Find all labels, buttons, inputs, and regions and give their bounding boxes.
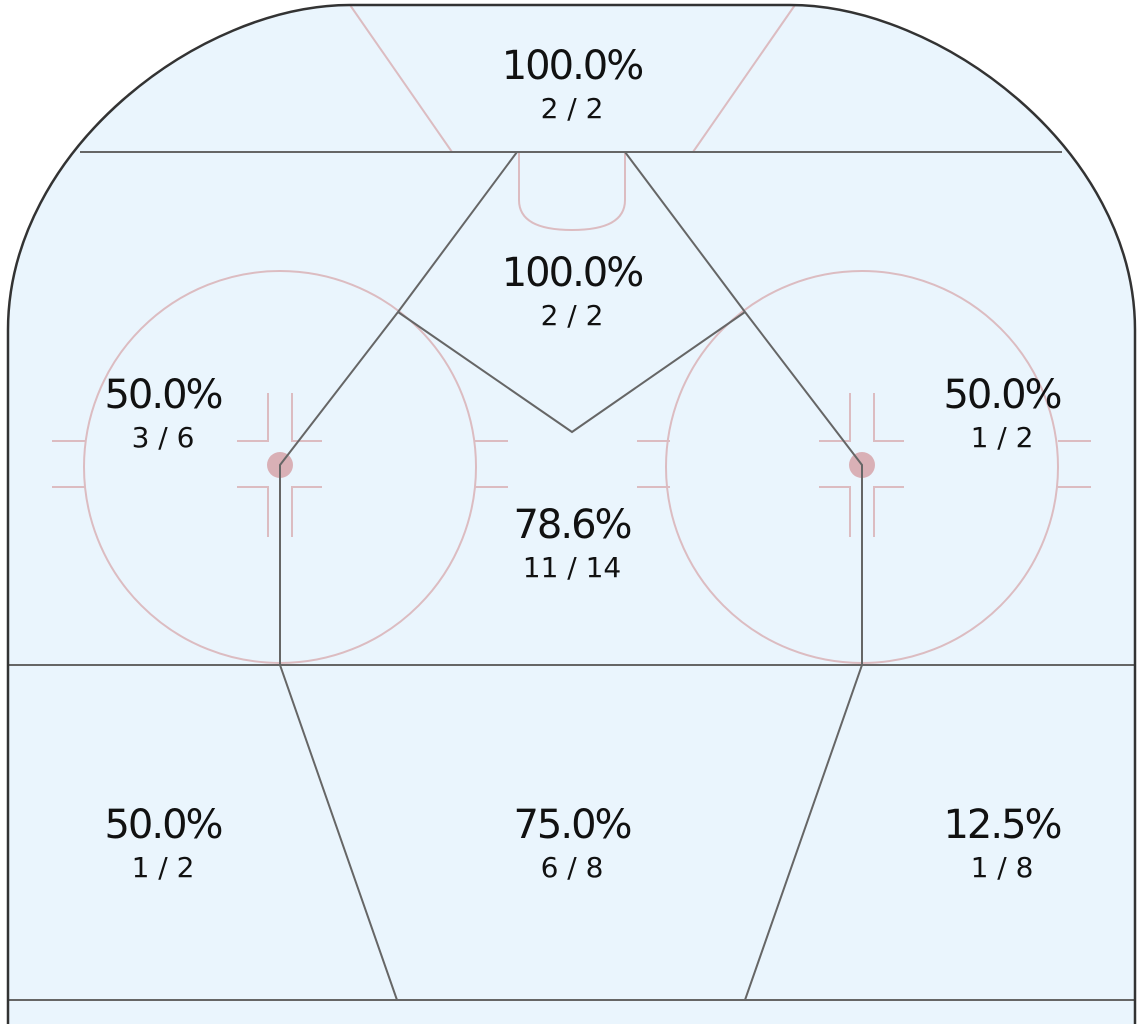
zone-percent: 78.6%: [513, 502, 630, 548]
rink-markings: [52, 4, 1091, 664]
zone-count: 1 / 2: [971, 421, 1034, 454]
zone-percent: 50.0%: [943, 372, 1060, 418]
zone-percent: 50.0%: [104, 802, 221, 848]
rink-surface: [8, 5, 1135, 1024]
zone-count: 1 / 2: [132, 851, 195, 884]
zone-count: 2 / 2: [541, 92, 604, 125]
zone-count: 3 / 6: [132, 421, 195, 454]
zone-count: 11 / 14: [523, 551, 622, 584]
zone-percent: 50.0%: [104, 372, 221, 418]
zone-percent: 12.5%: [943, 802, 1060, 848]
zone-count: 6 / 8: [541, 851, 604, 884]
zone-count: 1 / 8: [971, 851, 1034, 884]
zone-percent: 75.0%: [513, 802, 630, 848]
zone-lines: [8, 151, 1135, 1001]
rink-boards: [6, 3, 1137, 1024]
zone-percent: 100.0%: [502, 250, 643, 296]
zone-percent: 100.0%: [502, 43, 643, 89]
zone-count: 2 / 2: [541, 299, 604, 332]
